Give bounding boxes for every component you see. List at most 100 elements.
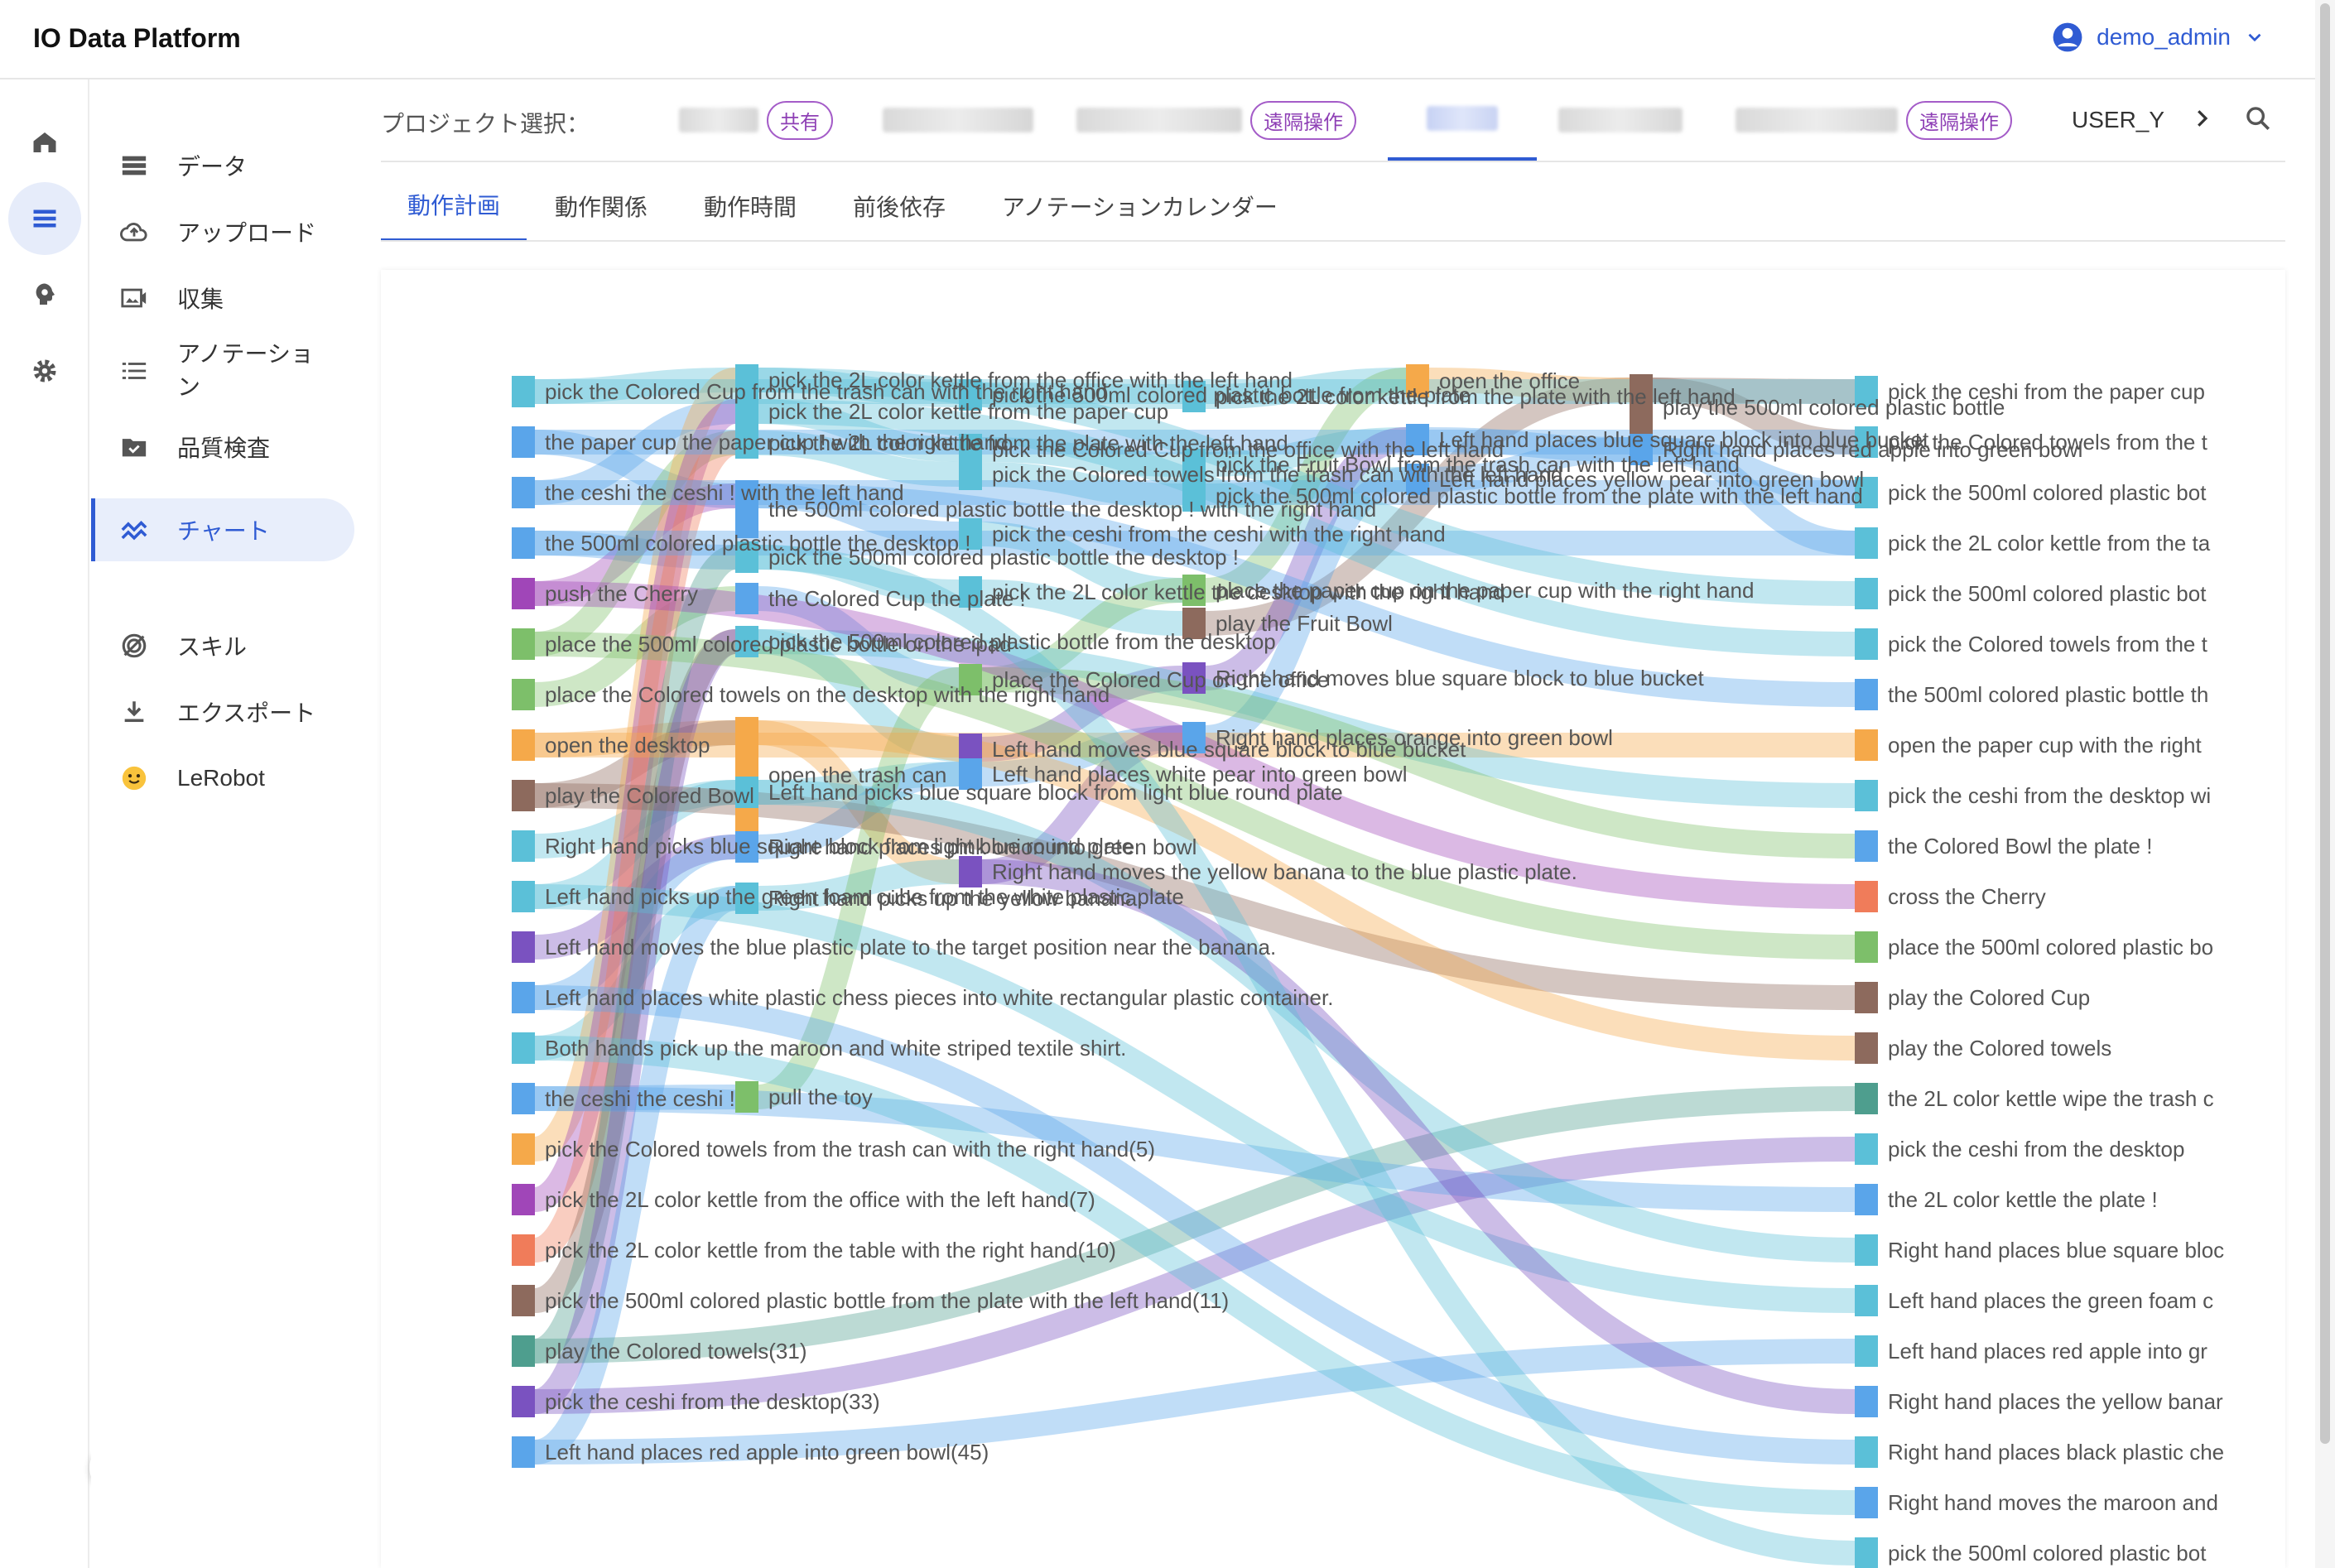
nav-item-export[interactable]: エクスポート (91, 681, 354, 743)
sankey-node[interactable] (512, 679, 535, 710)
sankey-node[interactable] (1630, 374, 1653, 440)
sankey-node[interactable] (1855, 376, 1878, 407)
sankey-link[interactable] (758, 483, 960, 546)
sankey-node[interactable] (959, 576, 982, 608)
tab-action-plan[interactable]: 動作計画 (381, 171, 527, 242)
sankey-link[interactable] (758, 762, 960, 859)
sankey-node[interactable] (959, 379, 982, 411)
tab-action-relation[interactable]: 動作関係 (555, 195, 648, 220)
sankey-node[interactable] (512, 1234, 535, 1266)
sankey-node[interactable] (512, 780, 535, 811)
sankey-link[interactable] (534, 399, 736, 505)
sankey-node[interactable] (1182, 449, 1206, 480)
sankey-link[interactable] (981, 667, 1856, 859)
sankey-link[interactable] (758, 720, 960, 884)
sankey-node[interactable] (1855, 1083, 1878, 1114)
sankey-link[interactable] (1428, 437, 1630, 492)
sankey-node[interactable] (735, 427, 758, 459)
sankey-link[interactable] (981, 382, 1183, 409)
sankey-node[interactable] (735, 396, 758, 427)
sankey-link[interactable] (758, 545, 960, 604)
sankey-link[interactable] (534, 483, 736, 606)
sankey-node[interactable] (512, 982, 535, 1013)
sankey-link[interactable] (534, 835, 736, 1010)
sankey-node[interactable] (1855, 1133, 1878, 1165)
user-menu[interactable]: demo_admin (2052, 22, 2265, 53)
sankey-node[interactable] (1182, 381, 1206, 412)
sankey-node[interactable] (1406, 424, 1429, 455)
nav-item-data[interactable]: データ (91, 134, 354, 197)
sankey-link[interactable] (532, 886, 738, 1465)
sankey-node[interactable] (512, 426, 535, 458)
sankey-chart[interactable]: pick the Colored Cup from the trash can … (381, 270, 2285, 1568)
sankey-node[interactable] (735, 883, 758, 914)
nav-item-quality[interactable]: 品質検査 (91, 416, 354, 479)
sankey-node[interactable] (512, 1285, 535, 1316)
sankey-node[interactable] (1855, 426, 1878, 458)
sankey-node[interactable] (512, 1335, 535, 1367)
sankey-link[interactable] (981, 725, 1183, 786)
sankey-node[interactable] (1406, 364, 1429, 397)
sankey-node[interactable] (512, 1083, 535, 1114)
sankey-node[interactable] (1855, 830, 1878, 862)
sankey-link[interactable] (758, 399, 1856, 657)
sankey-node[interactable] (1855, 780, 1878, 811)
nav-item-collect[interactable]: 収集 (91, 267, 354, 329)
nav-item-annotation[interactable]: アノテーション (91, 333, 354, 409)
sankey-node[interactable] (1855, 1285, 1878, 1316)
sankey-link[interactable] (1204, 368, 1408, 603)
sankey-link[interactable] (534, 985, 1856, 1465)
sankey-link[interactable] (534, 783, 1856, 1010)
sankey-node[interactable] (1855, 931, 1878, 963)
nav-item-chart[interactable]: チャート (91, 498, 354, 561)
sankey-node[interactable] (512, 376, 535, 407)
rail-home-button[interactable] (8, 106, 81, 179)
scroll-tabs-right-button[interactable] (2189, 106, 2214, 135)
sankey-link[interactable] (534, 780, 736, 859)
sankey-node[interactable] (1855, 1537, 1878, 1568)
sankey-node[interactable] (1182, 575, 1206, 606)
sankey-link[interactable] (534, 780, 736, 909)
sankey-node[interactable] (1855, 1032, 1878, 1064)
sankey-node[interactable] (1855, 1184, 1878, 1215)
sankey-node[interactable] (735, 831, 758, 863)
sankey-node[interactable] (735, 583, 758, 614)
sankey-node[interactable] (512, 830, 535, 862)
sankey-link[interactable] (532, 629, 738, 1313)
project-tab-2[interactable] (883, 79, 1033, 161)
sankey-link[interactable] (534, 886, 736, 1061)
project-search-button[interactable] (2244, 104, 2272, 137)
sankey-node[interactable] (1855, 881, 1878, 912)
sankey-link[interactable] (981, 666, 1183, 762)
sankey-node[interactable] (1855, 628, 1878, 660)
sankey-link[interactable] (758, 859, 960, 911)
tab-dependency[interactable]: 前後依存 (853, 195, 946, 220)
sankey-link[interactable] (981, 725, 1183, 884)
nav-item-skill[interactable]: スキル (91, 614, 354, 677)
sankey-link[interactable] (1204, 427, 1408, 690)
page-scrollbar[interactable] (2315, 0, 2335, 1568)
sankey-link[interactable] (758, 629, 960, 762)
project-tab-4-selected[interactable] (1388, 79, 1537, 161)
sankey-node[interactable] (512, 881, 535, 912)
tab-action-time[interactable]: 動作時間 (704, 195, 797, 220)
sankey-link[interactable] (758, 430, 960, 487)
sankey-node[interactable] (1855, 679, 1878, 710)
nav-item-lerobot[interactable]: LeRobot (91, 747, 354, 810)
sankey-link[interactable] (532, 368, 738, 1162)
sankey-link[interactable] (1428, 368, 1630, 402)
project-tab-3[interactable]: 遠隔操作 (1076, 79, 1356, 161)
sankey-node[interactable] (735, 480, 758, 538)
sankey-link[interactable] (1652, 437, 1856, 556)
sankey-link[interactable] (534, 430, 736, 508)
sankey-node[interactable] (1182, 608, 1206, 639)
sankey-node[interactable] (1182, 662, 1206, 694)
sankey-link[interactable] (534, 1137, 1856, 1414)
sankey-node[interactable] (1855, 1386, 1878, 1417)
sankey-link[interactable] (1652, 437, 1856, 505)
sankey-link[interactable] (1652, 378, 1856, 404)
sankey-node[interactable] (512, 1133, 535, 1165)
sankey-node[interactable] (512, 477, 535, 508)
sankey-link[interactable] (534, 430, 736, 657)
sankey-node[interactable] (959, 459, 982, 490)
